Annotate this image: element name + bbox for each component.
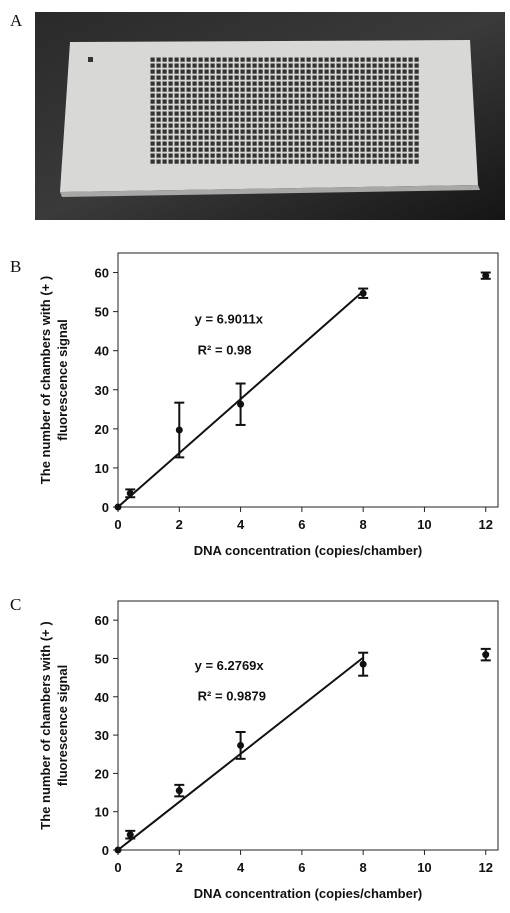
x-tick-label: 8 (360, 860, 367, 875)
y-tick-label: 60 (95, 266, 109, 281)
photo (35, 12, 505, 220)
y-axis-label: fluorescence signal (55, 319, 70, 440)
x-tick-label: 10 (417, 517, 431, 532)
x-tick-label: 2 (176, 860, 183, 875)
r-squared: R² = 0.98 (198, 343, 252, 358)
plot-frame (117, 252, 499, 508)
point (359, 660, 367, 668)
x-tick-label: 6 (298, 860, 305, 875)
point (359, 289, 367, 297)
point (482, 272, 490, 280)
y-tick-label: 40 (95, 344, 109, 359)
point (175, 426, 183, 434)
point (126, 831, 134, 839)
y-tick-label: 30 (95, 728, 109, 743)
y-tick-label: 0 (102, 843, 109, 858)
x-tick-label: 12 (479, 517, 493, 532)
y-tick-label: 10 (95, 805, 109, 820)
x-tick-label: 12 (479, 860, 493, 875)
panel-label: B (10, 257, 21, 276)
y-axis-label: fluorescence signal (55, 665, 70, 786)
point (126, 489, 134, 497)
fit-equation: y = 6.2769x (195, 658, 265, 673)
plot-frame (117, 600, 499, 851)
y-tick-label: 0 (102, 500, 109, 515)
y-axis-label: The number of chambers with (+ ) (38, 621, 53, 829)
x-axis-label: DNA concentration (copies/chamber) (194, 886, 423, 901)
x-axis-label: DNA concentration (copies/chamber) (194, 543, 423, 558)
panel-label: A (10, 11, 23, 30)
r-squared: R² = 0.9879 (198, 689, 266, 704)
x-tick-label: 4 (237, 517, 245, 532)
x-tick-label: 10 (417, 860, 431, 875)
point (482, 651, 490, 659)
y-tick-label: 20 (95, 766, 109, 781)
x-tick-label: 0 (114, 860, 121, 875)
y-tick-label: 30 (95, 383, 109, 398)
x-tick-label: 6 (298, 517, 305, 532)
x-tick-label: 0 (114, 517, 121, 532)
y-tick-label: 40 (95, 690, 109, 705)
y-tick-label: 50 (95, 651, 109, 666)
point (114, 503, 122, 511)
x-tick-label: 2 (176, 517, 183, 532)
y-tick-label: 10 (95, 461, 109, 476)
y-axis-label: The number of chambers with (+ ) (38, 276, 53, 484)
y-tick-label: 50 (95, 305, 109, 320)
point (237, 741, 245, 749)
y-tick-label: 20 (95, 422, 109, 437)
x-tick-label: 4 (237, 860, 245, 875)
fit-equation: y = 6.9011x (195, 311, 264, 326)
point (114, 846, 122, 854)
y-tick-label: 60 (95, 613, 109, 628)
x-tick-label: 8 (360, 517, 367, 532)
point (237, 400, 245, 408)
point (175, 787, 183, 795)
panel-label: C (10, 595, 21, 614)
